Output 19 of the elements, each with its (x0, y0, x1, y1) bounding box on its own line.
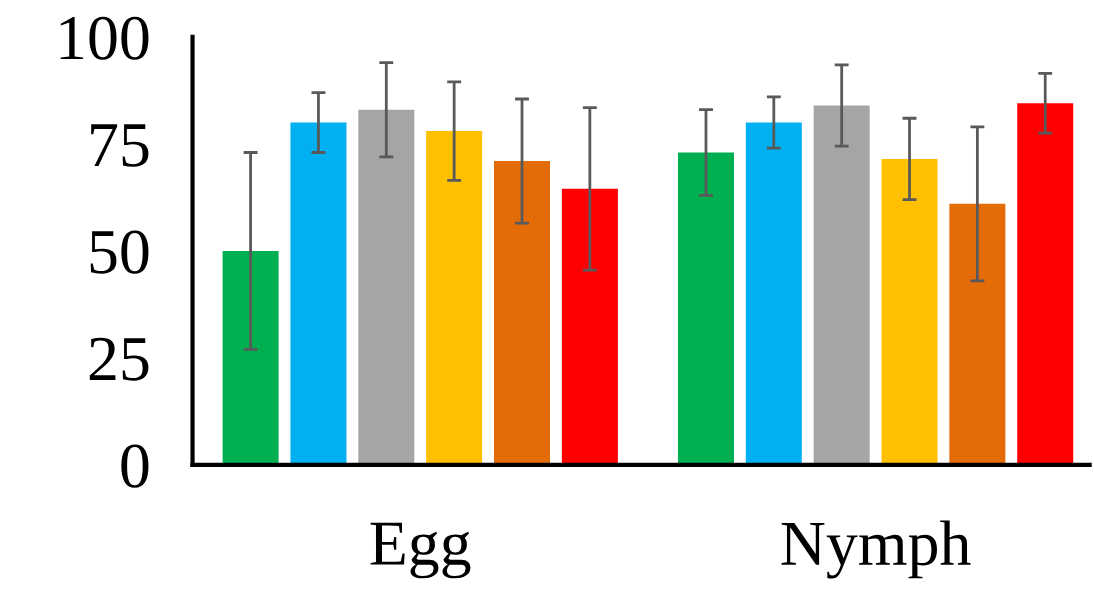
bar (358, 109, 415, 465)
bar (222, 250, 279, 465)
y-tick-label: 0 (121, 444, 149, 488)
bar (677, 152, 734, 465)
x-tick-label: Egg (370, 522, 471, 579)
bar (813, 105, 870, 465)
x-tick-label: Nymph (781, 520, 971, 579)
bar (494, 161, 551, 465)
y-tick-label: 75 (91, 124, 149, 167)
bar (881, 158, 938, 465)
bar (949, 203, 1006, 465)
bar (426, 131, 483, 465)
bar (561, 188, 618, 465)
bar (745, 122, 802, 465)
y-tick-label: 100 (60, 16, 149, 60)
y-tick-label: 50 (90, 230, 149, 274)
bar (290, 122, 347, 465)
bar (1017, 103, 1074, 465)
y-tick-label: 25 (89, 337, 149, 381)
